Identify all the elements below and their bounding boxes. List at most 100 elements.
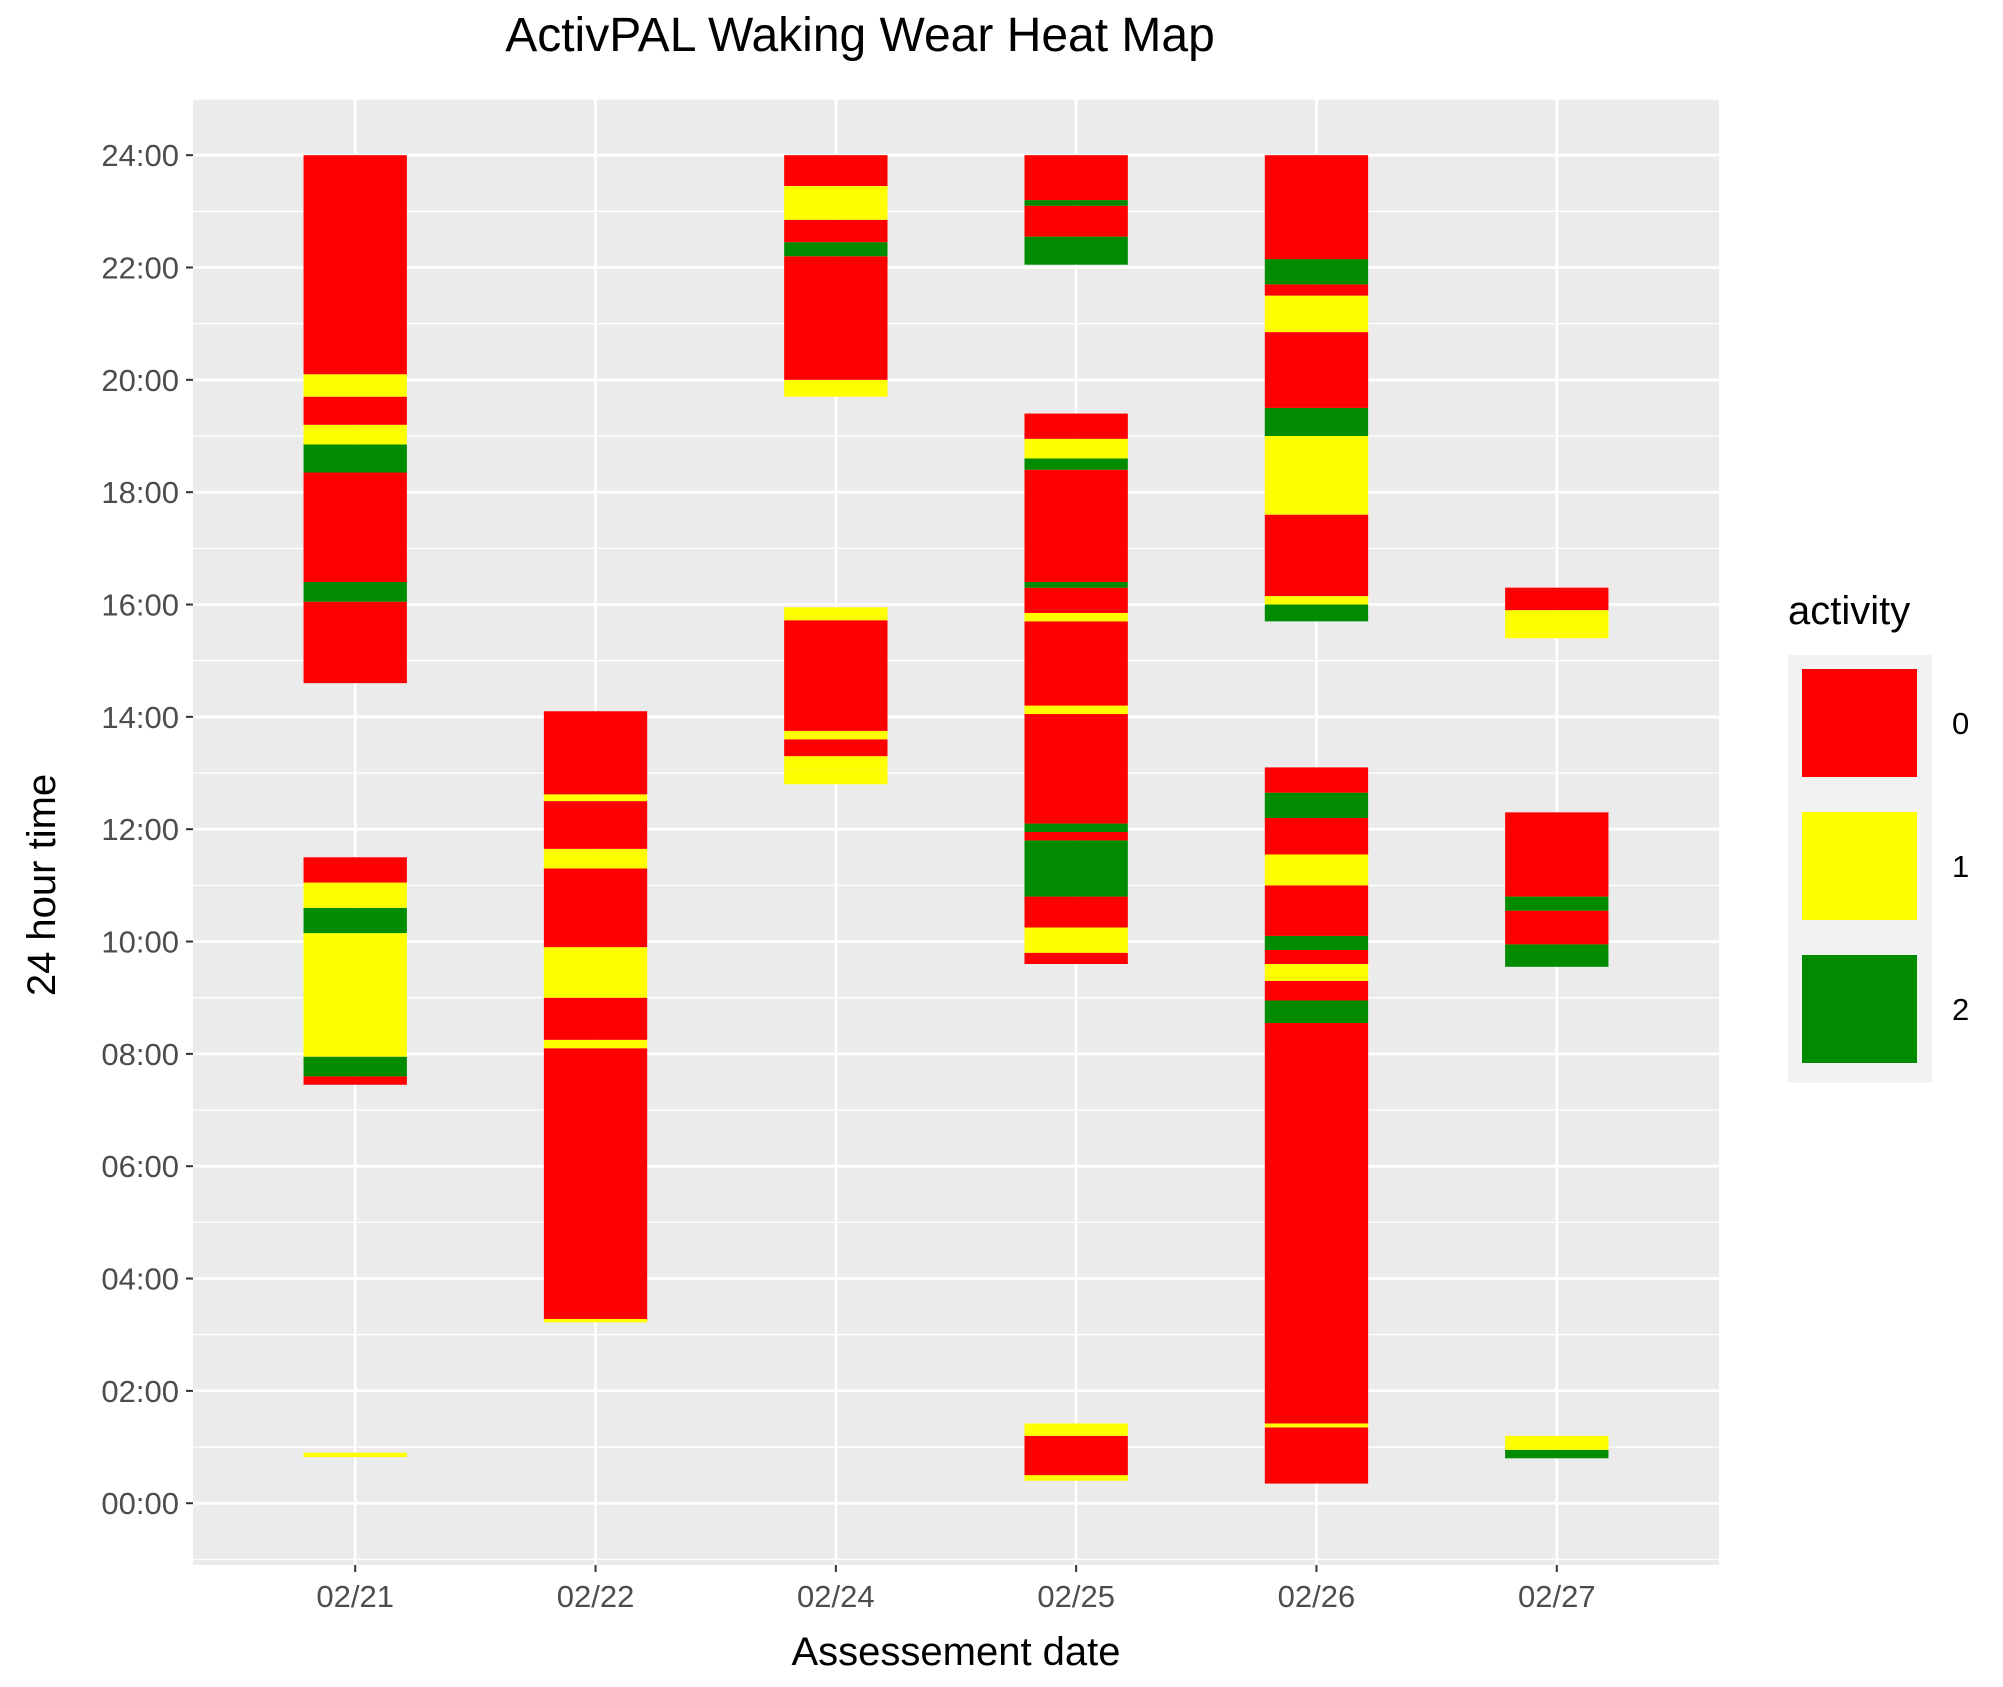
activity-segment bbox=[1264, 854, 1369, 886]
activity-segment bbox=[1024, 1475, 1128, 1481]
activity-segment bbox=[1264, 963, 1369, 981]
x-axis-title: Assessement date bbox=[791, 1630, 1120, 1674]
y-tick-label: 12:00 bbox=[101, 812, 179, 847]
activity-segment bbox=[543, 848, 648, 869]
activity-segment bbox=[1024, 705, 1128, 715]
activity-segment bbox=[1264, 295, 1369, 333]
activity-segment bbox=[303, 424, 407, 445]
activity-segment bbox=[1264, 284, 1369, 296]
activity-segment bbox=[303, 155, 407, 375]
activity-segment bbox=[543, 868, 648, 948]
activity-segment bbox=[1024, 927, 1128, 953]
activity-segment bbox=[1264, 259, 1369, 285]
activity-segment bbox=[784, 242, 888, 257]
activity-segment bbox=[784, 739, 888, 757]
activity-segment bbox=[303, 472, 407, 583]
activity-segment bbox=[1024, 952, 1128, 964]
activity-segment bbox=[1024, 458, 1128, 470]
activity-segment bbox=[303, 601, 407, 684]
x-tick-label: 02/21 bbox=[316, 1579, 394, 1614]
y-tick-label: 22:00 bbox=[101, 251, 179, 286]
y-tick-label: 10:00 bbox=[101, 925, 179, 960]
activity-segment bbox=[784, 256, 888, 380]
activity-segment bbox=[1264, 1427, 1369, 1484]
activity-segment bbox=[784, 219, 888, 243]
y-tick-label: 08:00 bbox=[101, 1037, 179, 1072]
activity-segment bbox=[1264, 604, 1369, 622]
activity-segment bbox=[303, 907, 407, 934]
activity-segment bbox=[784, 379, 888, 397]
y-axis-title: 24 hour time bbox=[20, 774, 64, 996]
activity-segment bbox=[1264, 332, 1369, 408]
activity-segment bbox=[1505, 587, 1609, 611]
y-tick-label: 00:00 bbox=[101, 1486, 179, 1521]
activity-segment bbox=[1024, 200, 1128, 206]
activity-segment bbox=[1505, 610, 1609, 639]
y-tick-label: 16:00 bbox=[101, 588, 179, 623]
activity-segment bbox=[543, 794, 648, 802]
activity-segment bbox=[543, 711, 648, 795]
y-tick-label: 04:00 bbox=[101, 1262, 179, 1297]
activity-segment bbox=[1024, 621, 1128, 706]
activity-segment bbox=[1024, 1423, 1128, 1436]
activity-segment bbox=[543, 997, 648, 1040]
activity-segment bbox=[1024, 823, 1128, 832]
y-tick-label: 14:00 bbox=[101, 700, 179, 735]
activity-segment bbox=[1024, 469, 1128, 583]
y-tick-label: 18:00 bbox=[101, 475, 179, 510]
activity-segment bbox=[1024, 413, 1128, 439]
activity-segment bbox=[1264, 885, 1369, 936]
activity-segment bbox=[784, 186, 888, 220]
x-tick-label: 02/27 bbox=[1518, 1579, 1596, 1614]
activity-segment bbox=[303, 444, 407, 473]
activity-segment bbox=[784, 770, 888, 785]
y-tick-label: 20:00 bbox=[101, 363, 179, 398]
y-axis-ticks: 00:00 02:00 04:00 06:00 08:00 10:00 12:00 14:00… bbox=[101, 138, 193, 1521]
activity-segment bbox=[1024, 714, 1128, 824]
legend-entries: 0 1 2 bbox=[1802, 669, 1969, 1063]
activity-segment bbox=[1264, 596, 1369, 605]
activity-segment bbox=[1024, 896, 1128, 928]
activity-segment bbox=[1505, 812, 1609, 897]
activity-segment bbox=[1264, 980, 1369, 1001]
x-axis-ticks: 02/21 02/22 02/24 02/25 02/26 02/27 bbox=[316, 1565, 1596, 1614]
x-tick-label: 02/22 bbox=[557, 1579, 635, 1614]
activity-segment bbox=[303, 933, 407, 1057]
y-tick-label: 24:00 bbox=[101, 138, 179, 173]
activity-segment bbox=[784, 756, 888, 771]
activity-segment bbox=[543, 947, 648, 998]
activity-segment bbox=[1505, 896, 1609, 911]
activity-segment bbox=[1264, 1423, 1369, 1428]
activity-segment bbox=[1264, 792, 1369, 818]
chart-title: ActivPAL Waking Wear Heat Map bbox=[505, 9, 1215, 62]
activity-segment bbox=[303, 1056, 407, 1077]
activity-segment bbox=[1024, 582, 1128, 588]
activity-segment bbox=[1024, 236, 1128, 265]
activity-segment bbox=[1264, 514, 1369, 597]
x-tick-label: 02/26 bbox=[1278, 1579, 1356, 1614]
activity-segment bbox=[784, 730, 888, 740]
activity-segment bbox=[1024, 438, 1128, 459]
activity-segment bbox=[1264, 935, 1369, 950]
activity-segment bbox=[303, 374, 407, 397]
legend-swatch bbox=[1802, 955, 1917, 1063]
activity-segment bbox=[303, 857, 407, 883]
legend-title: activity bbox=[1788, 589, 1910, 633]
activity-segment bbox=[1264, 949, 1369, 964]
activity-segment bbox=[1024, 840, 1128, 897]
activity-segment bbox=[1264, 155, 1369, 260]
activity-segment bbox=[543, 1048, 648, 1319]
activity-segment bbox=[543, 801, 648, 849]
activity-segment bbox=[1264, 1022, 1369, 1424]
activity-segment bbox=[303, 1076, 407, 1085]
activity-segment bbox=[1024, 155, 1128, 201]
x-tick-label: 02/25 bbox=[1037, 1579, 1115, 1614]
activity-segment bbox=[1024, 832, 1128, 841]
legend: activity 0 1 2 bbox=[1788, 589, 1969, 1083]
activity-segment bbox=[303, 882, 407, 908]
activity-segment bbox=[1505, 944, 1609, 967]
activity-segment bbox=[1264, 767, 1369, 793]
activity-segment bbox=[1024, 205, 1128, 237]
legend-label: 2 bbox=[1952, 992, 1969, 1027]
